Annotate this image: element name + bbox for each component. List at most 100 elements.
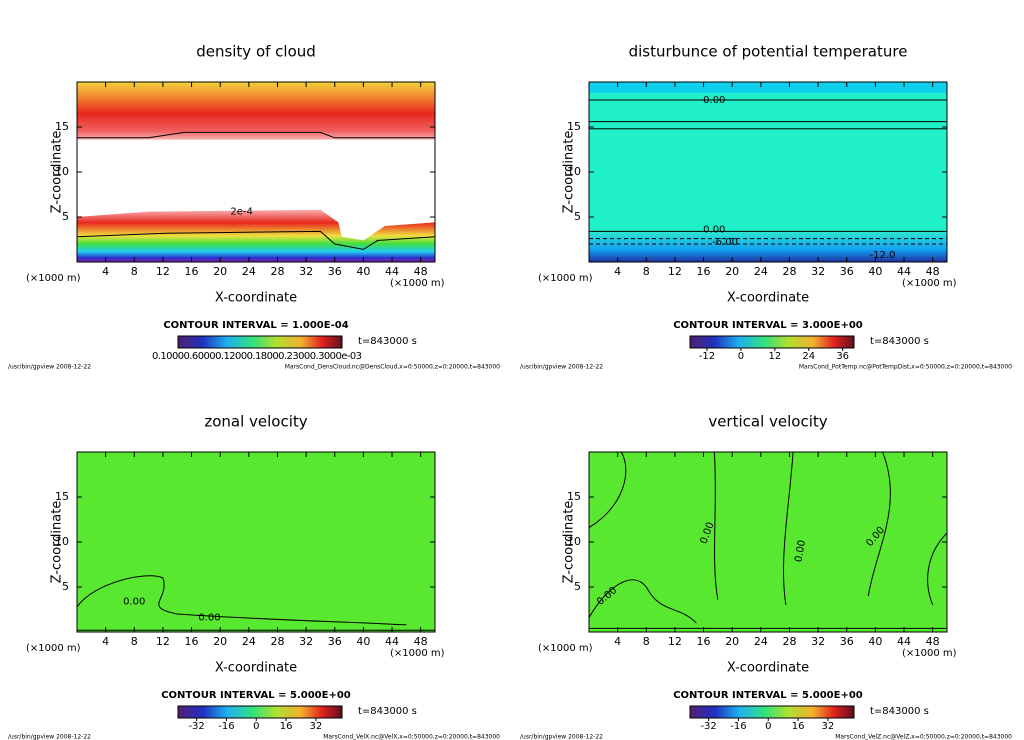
colorbar-tick-label: 32 bbox=[822, 721, 835, 732]
colorbar-tick-label: -16 bbox=[730, 721, 746, 732]
footer: MarsCond_VelZ.nc@VelZ,x=0:50000,z=0:2000… bbox=[835, 734, 1012, 740]
contour bbox=[713, 451, 719, 600]
field bbox=[589, 452, 947, 632]
y-tick-label: 5 bbox=[574, 580, 581, 593]
x-tick-label: 24 bbox=[754, 635, 768, 648]
contour-label: 0.00 bbox=[703, 95, 725, 106]
x-unit: (×1000 m) bbox=[26, 643, 81, 654]
x-unit: (×1000 m) bbox=[902, 648, 957, 659]
x-tick-label: 40 bbox=[868, 265, 882, 278]
x-unit: (×1000 m) bbox=[390, 278, 445, 289]
colorbar-tick-label: -16 bbox=[218, 721, 234, 732]
contour-label: 0.00 bbox=[703, 225, 725, 236]
x-tick-label: 32 bbox=[299, 265, 313, 278]
y-axis-label: Z-coordinate bbox=[562, 501, 577, 584]
footer: /usr/bin/gpview 2008-12-22 bbox=[8, 734, 91, 740]
x-tick-label: 4 bbox=[614, 635, 621, 648]
x-tick-label: 24 bbox=[242, 635, 256, 648]
x-axis-label: X-coordinate bbox=[727, 661, 809, 676]
x-tick-label: 36 bbox=[840, 265, 854, 278]
colorbar-tick-label: 0 bbox=[738, 351, 744, 362]
contour bbox=[77, 131, 435, 139]
contour bbox=[588, 451, 627, 529]
x-tick-label: 28 bbox=[782, 265, 796, 278]
contour-label: 0.00 bbox=[793, 539, 808, 563]
y-tick-label: 5 bbox=[62, 580, 69, 593]
contour bbox=[867, 451, 891, 597]
x-tick-label: 8 bbox=[131, 265, 138, 278]
contour bbox=[76, 575, 407, 626]
x-tick-label: 36 bbox=[328, 265, 342, 278]
colorbar bbox=[177, 335, 343, 349]
x-unit: (×1000 m) bbox=[538, 273, 593, 284]
x-tick-label: 12 bbox=[668, 265, 682, 278]
x-tick-label: 48 bbox=[926, 635, 940, 648]
colorbar-tick-label: -12 bbox=[699, 351, 715, 362]
contour bbox=[588, 579, 697, 624]
x-tick-label: 12 bbox=[668, 635, 682, 648]
x-tick-label: 8 bbox=[643, 635, 650, 648]
colorbar bbox=[689, 335, 855, 349]
colorbar-tick-label: 16 bbox=[280, 721, 293, 732]
x-unit: (×1000 m) bbox=[26, 273, 81, 284]
contour-interval: CONTOUR INTERVAL = 3.000E+00 bbox=[673, 320, 863, 331]
contour-label: 0.00 bbox=[198, 613, 220, 624]
x-tick-label: 48 bbox=[414, 265, 428, 278]
colorbar-tick-label: -32 bbox=[188, 721, 204, 732]
colorbar-label: 0.10000.60000.12000.18000.23000.3000e-03 bbox=[152, 351, 362, 362]
x-tick-label: 28 bbox=[270, 635, 284, 648]
x-tick-label: 20 bbox=[213, 265, 227, 278]
colorbar-tick-label: 16 bbox=[792, 721, 805, 732]
x-tick-label: 16 bbox=[185, 635, 199, 648]
field bbox=[589, 82, 947, 93]
colorbar-tick-label: -32 bbox=[700, 721, 716, 732]
chart-title: density of cloud bbox=[196, 43, 316, 61]
chart-title: disturbunce of potential temperature bbox=[629, 43, 908, 61]
x-tick-label: 8 bbox=[131, 635, 138, 648]
x-tick-label: 40 bbox=[868, 635, 882, 648]
x-unit: (×1000 m) bbox=[390, 648, 445, 659]
field bbox=[77, 452, 435, 632]
x-tick-label: 48 bbox=[926, 265, 940, 278]
contour-label: -6.00 bbox=[712, 237, 738, 248]
x-tick-label: 20 bbox=[725, 265, 739, 278]
contour-interval: CONTOUR INTERVAL = 5.000E+00 bbox=[161, 690, 351, 701]
contour bbox=[782, 451, 794, 606]
x-axis-label: X-coordinate bbox=[215, 661, 297, 676]
x-tick-label: 8 bbox=[643, 265, 650, 278]
x-unit: (×1000 m) bbox=[902, 278, 957, 289]
x-tick-label: 16 bbox=[697, 265, 711, 278]
field bbox=[77, 82, 435, 140]
y-tick-label: 10 bbox=[567, 535, 581, 548]
y-axis-label: Z-coordinate bbox=[562, 131, 577, 214]
x-tick-label: 40 bbox=[356, 265, 370, 278]
colorbar-tick-label: 0 bbox=[765, 721, 771, 732]
x-tick-label: 4 bbox=[102, 265, 109, 278]
x-tick-label: 40 bbox=[356, 635, 370, 648]
y-tick-label: 15 bbox=[55, 120, 69, 133]
colorbar-tick-label: 24 bbox=[802, 351, 815, 362]
x-tick-label: 16 bbox=[185, 265, 199, 278]
y-tick-label: 15 bbox=[567, 120, 581, 133]
x-tick-label: 36 bbox=[840, 635, 854, 648]
y-axis-label: Z-coordinate bbox=[50, 131, 65, 214]
x-tick-label: 20 bbox=[725, 635, 739, 648]
x-tick-label: 12 bbox=[156, 265, 170, 278]
x-tick-label: 32 bbox=[299, 635, 313, 648]
x-tick-label: 44 bbox=[897, 635, 911, 648]
colorbar-tick-label: 12 bbox=[768, 351, 781, 362]
contour bbox=[76, 230, 436, 250]
x-tick-label: 4 bbox=[102, 635, 109, 648]
footer: /usr/bin/gpview 2008-12-22 bbox=[520, 734, 603, 740]
x-tick-label: 44 bbox=[385, 635, 399, 648]
x-tick-label: 24 bbox=[754, 265, 768, 278]
y-tick-label: 10 bbox=[55, 535, 69, 548]
x-tick-label: 36 bbox=[328, 635, 342, 648]
x-tick-label: 32 bbox=[811, 265, 825, 278]
contour bbox=[927, 532, 948, 606]
y-tick-label: 5 bbox=[574, 210, 581, 223]
y-tick-label: 15 bbox=[55, 490, 69, 503]
x-tick-label: 4 bbox=[614, 265, 621, 278]
